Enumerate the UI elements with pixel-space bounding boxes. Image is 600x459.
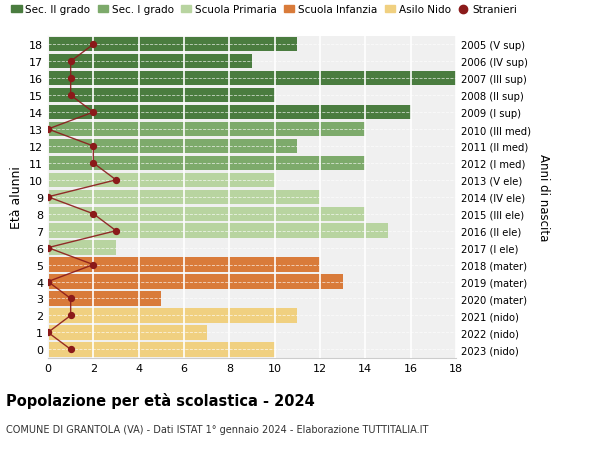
Bar (48, 207, 365, 221)
Legend: Sec. II grado, Sec. I grado, Scuola Primaria, Scuola Infanzia, Asilo Nido, Stran: Sec. II grado, Sec. I grado, Scuola Prim… (11, 5, 517, 15)
Point (89, 261, 98, 269)
Bar (48, 241, 116, 255)
Bar (48, 38, 298, 52)
Point (43, 245, 53, 252)
Bar (48, 157, 365, 171)
Point (66, 312, 76, 319)
Bar (48, 72, 456, 86)
Point (43, 329, 53, 336)
Bar (48, 275, 343, 289)
Point (111, 177, 121, 184)
Point (89, 41, 98, 49)
Bar (48, 308, 298, 323)
Point (43, 194, 53, 201)
Point (66, 346, 76, 353)
Point (66, 58, 76, 66)
Bar (48, 106, 410, 120)
Point (89, 211, 98, 218)
Bar (48, 258, 320, 272)
Point (89, 160, 98, 167)
Point (66, 92, 76, 100)
Bar (48, 342, 275, 357)
Text: Popolazione per età scolastica - 2024: Popolazione per età scolastica - 2024 (6, 392, 315, 409)
Point (66, 75, 76, 83)
Point (66, 295, 76, 302)
Text: COMUNE DI GRANTOLA (VA) - Dati ISTAT 1° gennaio 2024 - Elaborazione TUTTITALIA.I: COMUNE DI GRANTOLA (VA) - Dati ISTAT 1° … (6, 425, 428, 435)
Bar (48, 55, 252, 69)
Bar (48, 325, 206, 340)
Point (89, 143, 98, 150)
Bar (48, 173, 275, 188)
Bar (48, 140, 298, 154)
Y-axis label: Anni di nascita: Anni di nascita (538, 154, 550, 241)
Bar (48, 89, 275, 103)
Point (89, 109, 98, 117)
Point (43, 126, 53, 134)
Y-axis label: Età alunni: Età alunni (10, 166, 23, 229)
Point (43, 278, 53, 285)
Point (111, 228, 121, 235)
Bar (48, 190, 320, 205)
Bar (48, 123, 365, 137)
Bar (48, 224, 388, 238)
Bar (48, 291, 161, 306)
